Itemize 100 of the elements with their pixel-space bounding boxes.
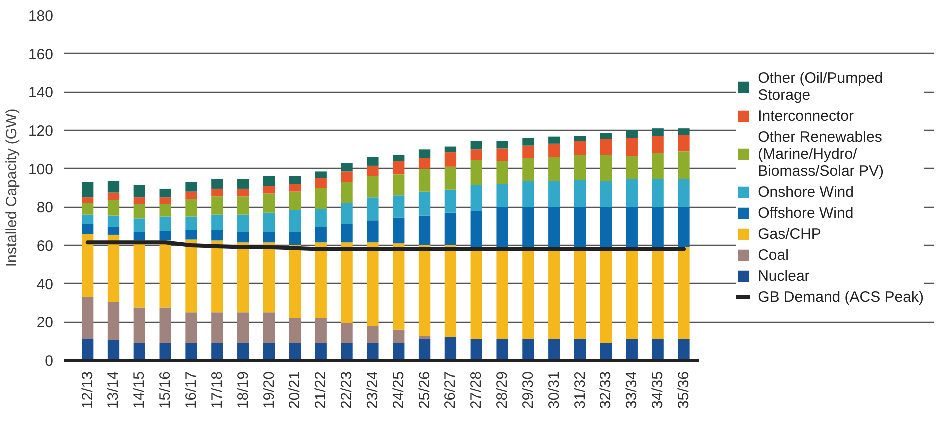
- legend-label: Nuclear: [758, 268, 810, 284]
- bar: [367, 343, 379, 360]
- legend-label: Interconnector: [758, 108, 854, 124]
- bar: [367, 326, 379, 344]
- bar: [418, 158, 431, 169]
- bar: [444, 246, 457, 338]
- bar: [186, 182, 198, 192]
- bar: [548, 144, 560, 158]
- bar: [574, 180, 586, 208]
- bar: [522, 181, 534, 208]
- bar: [626, 130, 638, 138]
- x-tick-label: 14/15: [131, 371, 148, 410]
- bar: [238, 188, 250, 197]
- bar: [626, 339, 638, 360]
- bar: [212, 312, 224, 344]
- bar: [212, 214, 224, 230]
- bar: [678, 247, 690, 340]
- bar: [341, 224, 353, 243]
- bar: [82, 182, 94, 198]
- x-tick-label: 23/24: [364, 371, 382, 410]
- bar: [289, 184, 302, 192]
- bar: [212, 188, 224, 197]
- legend-label: Offshore Wind: [758, 204, 854, 222]
- bar: [160, 240, 172, 308]
- x-tick-label: 30/31: [546, 371, 563, 410]
- legend-label: Other (Oil/Pumped Storage: [758, 70, 884, 104]
- bar: [289, 192, 302, 210]
- bar: [652, 128, 664, 136]
- bar: [470, 141, 482, 150]
- bar: [263, 186, 276, 194]
- legend-label: GB Demand (ACS Peak): [758, 288, 924, 306]
- bar: [574, 339, 586, 360]
- bar: [548, 181, 560, 208]
- bar: [393, 244, 405, 330]
- bar: [186, 230, 198, 240]
- x-tick-label: 35/36: [675, 371, 692, 410]
- bar: [678, 128, 690, 136]
- bar: [341, 163, 353, 172]
- bar: [626, 179, 638, 208]
- bar: [341, 172, 353, 182]
- x-tick-label: 20/21: [286, 371, 304, 410]
- bar: [522, 146, 534, 158]
- bar: [186, 312, 198, 344]
- bar: [160, 231, 172, 241]
- bar: [393, 174, 405, 196]
- x-tick-label: 24/25: [390, 371, 408, 410]
- x-tick-label: 26/27: [442, 371, 460, 410]
- y-tick-label: 80: [36, 200, 54, 217]
- bar: [522, 158, 534, 182]
- x-tick-label: 32/33: [598, 371, 615, 410]
- bar: [82, 198, 94, 204]
- bar: [522, 207, 534, 248]
- x-tick-label: 29/30: [520, 371, 537, 410]
- bar: [263, 232, 276, 243]
- bar: [600, 133, 612, 140]
- bar: [367, 198, 379, 221]
- bar: [238, 242, 250, 313]
- bar: [315, 227, 327, 243]
- bar: [160, 198, 172, 204]
- bar: [315, 242, 327, 318]
- bar: [160, 204, 172, 217]
- bar: [574, 207, 586, 248]
- x-tick-label: 28/29: [494, 371, 512, 410]
- bar: [574, 136, 586, 142]
- bar: [678, 339, 690, 360]
- bar: [263, 312, 276, 344]
- bar: [678, 152, 690, 180]
- bar: [134, 185, 146, 198]
- bar: [367, 176, 379, 198]
- bar: [341, 203, 353, 224]
- bar: [652, 154, 664, 180]
- bar: [496, 339, 508, 360]
- bar: [186, 240, 198, 313]
- bar: [108, 227, 120, 235]
- bar: [626, 207, 638, 248]
- bar: [186, 216, 198, 230]
- bar: [289, 210, 302, 232]
- bar: [238, 196, 250, 215]
- x-tick-label: 16/17: [183, 371, 200, 410]
- bar: [652, 136, 664, 154]
- bar: [470, 160, 482, 186]
- bar: [160, 188, 172, 198]
- bar: [108, 340, 120, 360]
- bar: [134, 308, 146, 344]
- bar: [315, 318, 327, 344]
- y-tick-label: 100: [28, 161, 54, 178]
- bar: [289, 176, 302, 184]
- y-tick-label: 140: [28, 84, 54, 102]
- bar: [496, 161, 508, 184]
- x-tick-label: 19/20: [260, 371, 278, 410]
- bar: [134, 204, 146, 219]
- x-tick-label: 34/35: [650, 371, 667, 410]
- y-tick-label: 120: [28, 123, 54, 140]
- bar: [82, 297, 94, 340]
- bar: [367, 157, 379, 166]
- bar: [418, 339, 431, 360]
- bar: [212, 230, 224, 241]
- bar: [470, 150, 482, 160]
- bar: [548, 136, 560, 144]
- bar: [626, 156, 638, 180]
